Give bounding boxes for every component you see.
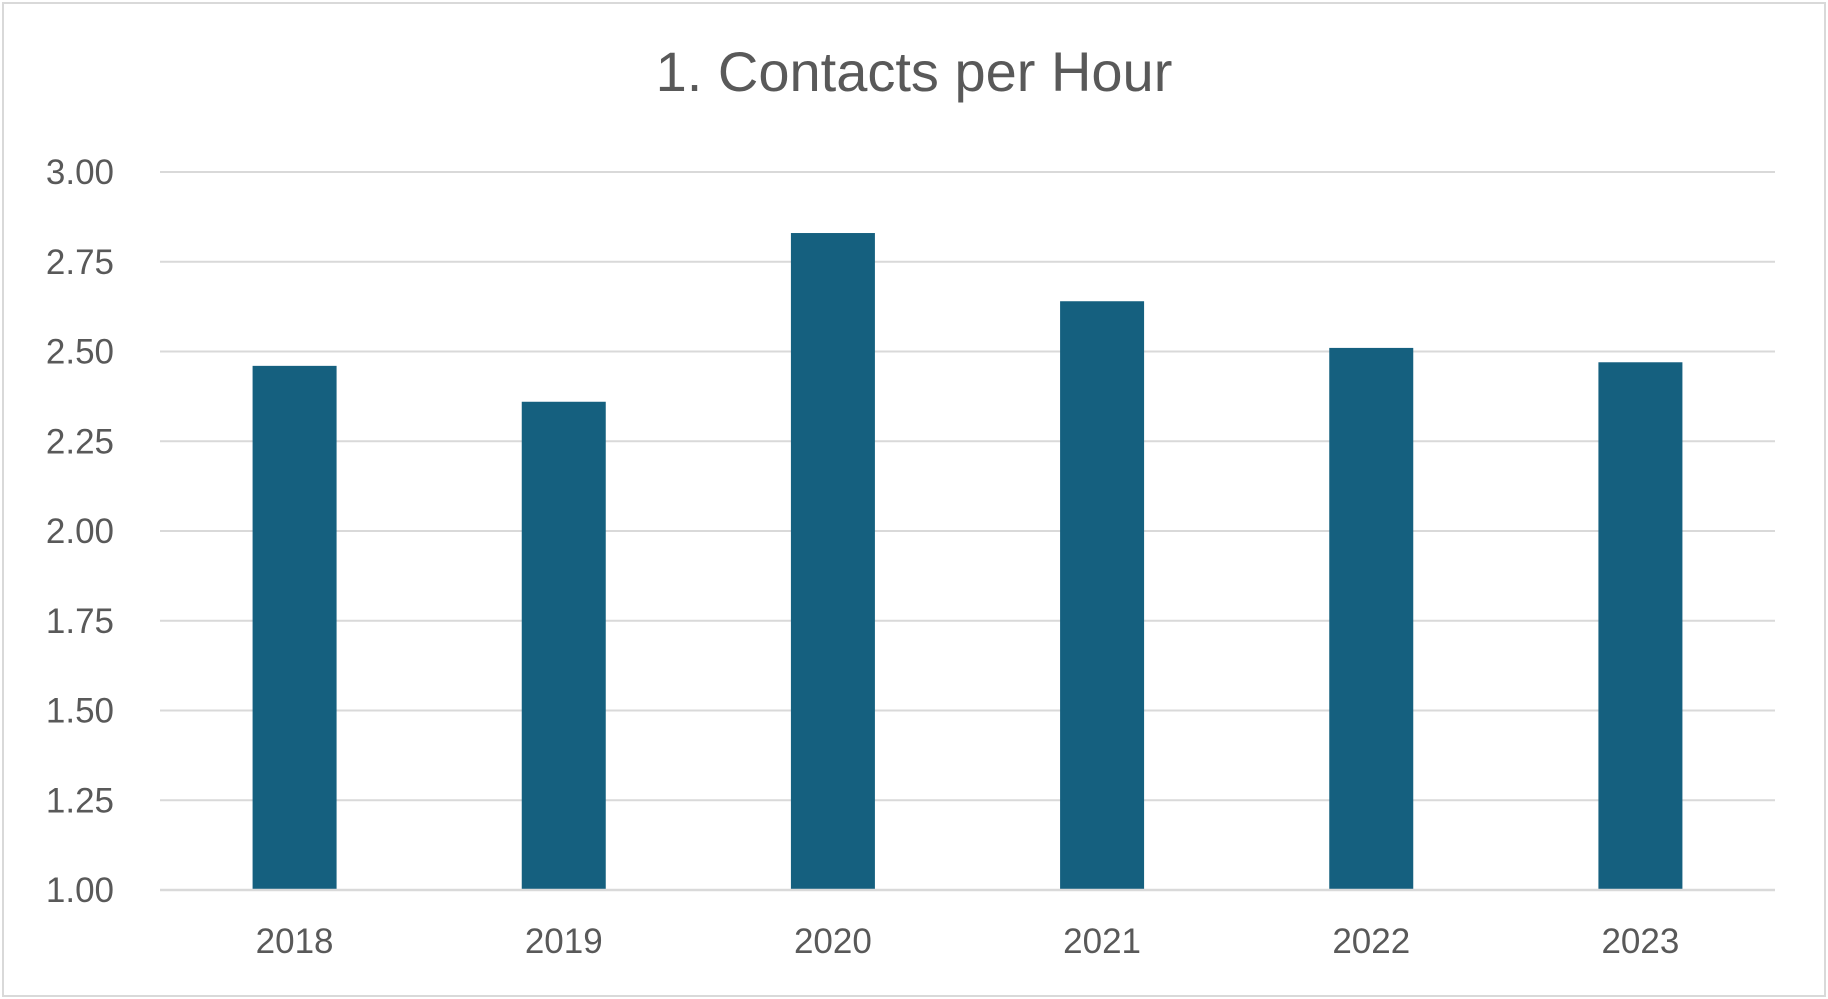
x-tick-labels: 2018 2019 2020 2021 2022 2023 — [256, 922, 1680, 961]
y-tick-label: 1.75 — [46, 602, 114, 641]
x-tick-label: 2018 — [256, 922, 334, 961]
y-tick-label: 2.25 — [46, 422, 114, 461]
y-tick-label: 3.00 — [46, 153, 114, 192]
bars — [252, 233, 1683, 890]
x-tick-label: 2020 — [794, 922, 872, 961]
bar-2020 — [790, 233, 875, 890]
chart-title: 1. Contacts per Hour — [655, 40, 1173, 103]
y-tick-label: 2.00 — [46, 512, 114, 551]
bar-2023 — [1598, 362, 1683, 890]
bar-2022 — [1329, 347, 1414, 890]
y-tick-labels: 1.00 1.25 1.50 1.75 2.00 2.25 2.50 2.75 3.00 — [46, 153, 114, 910]
y-gridlines — [160, 171, 1775, 802]
y-tick-label: 1.25 — [46, 781, 114, 820]
y-tick-label: 2.75 — [46, 243, 114, 282]
y-tick-label: 1.00 — [46, 871, 114, 910]
x-tick-label: 2023 — [1601, 922, 1679, 961]
bar-2021 — [1060, 301, 1145, 890]
x-tick-label: 2022 — [1332, 922, 1410, 961]
bar-2019 — [521, 401, 606, 890]
bar-2018 — [252, 365, 337, 890]
y-tick-label: 2.50 — [46, 333, 114, 372]
y-tick-label: 1.50 — [46, 692, 114, 731]
x-tick-label: 2019 — [525, 922, 603, 961]
x-tick-label: 2021 — [1063, 922, 1141, 961]
